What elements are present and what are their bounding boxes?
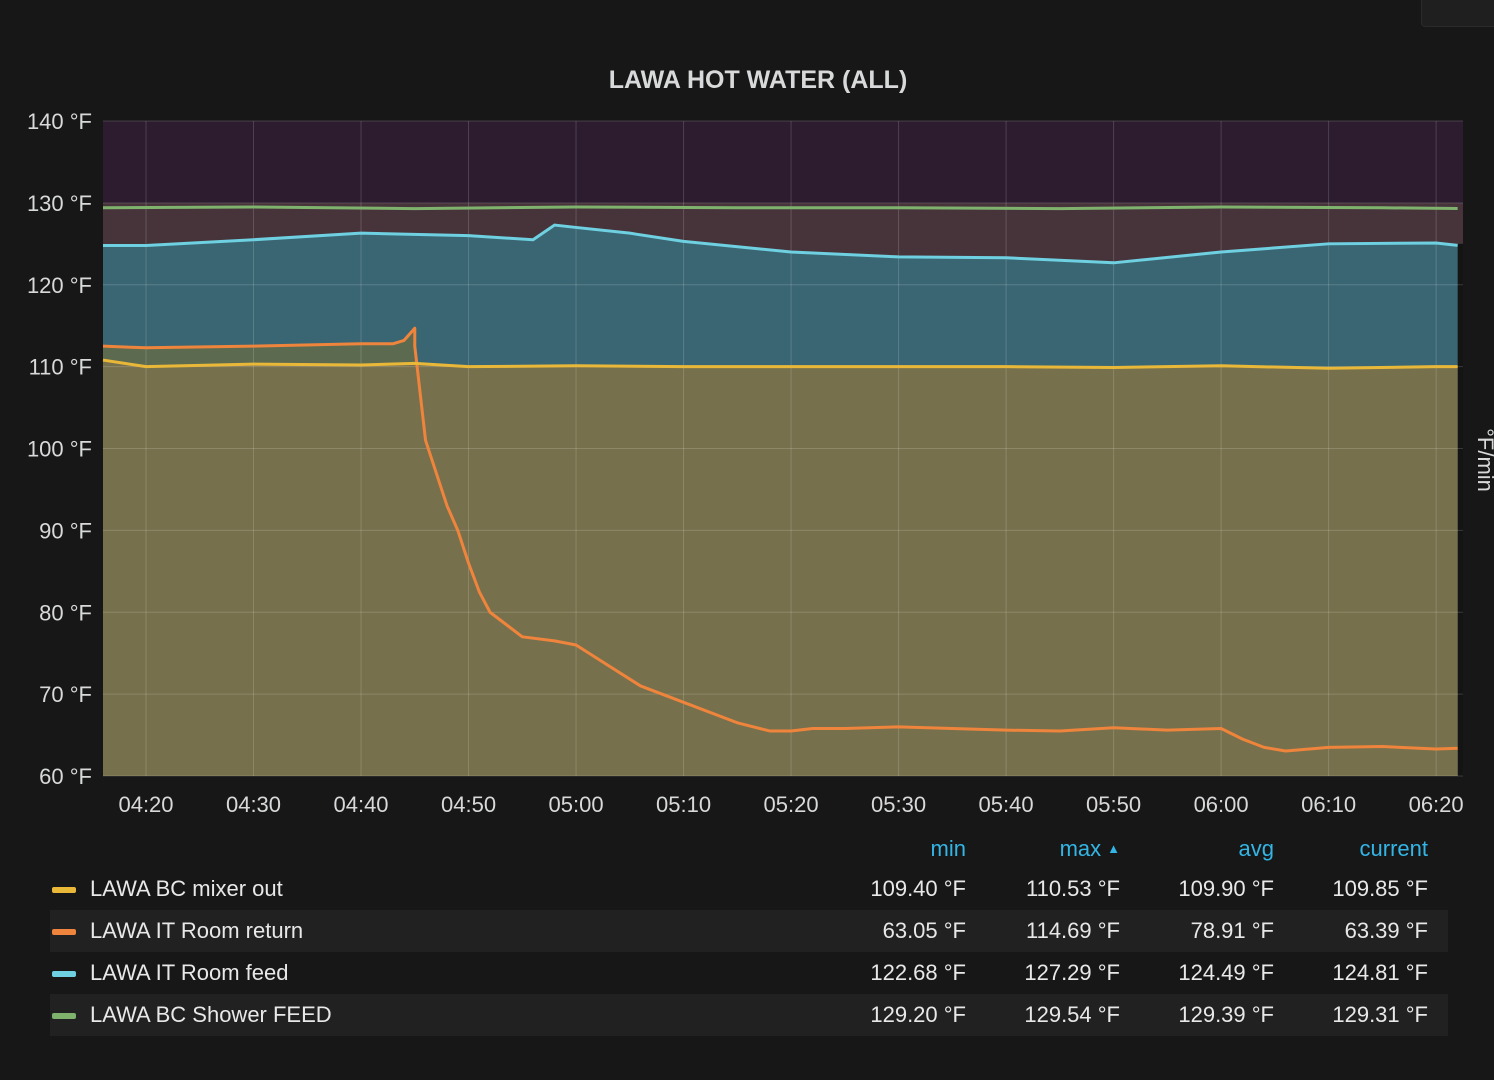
x-tick-label: 04:20	[118, 792, 173, 817]
series-name[interactable]: LAWA IT Room return	[90, 918, 304, 943]
series-color-swatch[interactable]	[52, 929, 76, 935]
series-current-value: 129.31 °F	[1332, 1002, 1428, 1027]
legend-header-min[interactable]: min	[930, 836, 966, 861]
series-avg-value: 124.49 °F	[1178, 960, 1274, 985]
legend-table: min max ▲ avg current LAWA BC mixer out 1…	[50, 832, 1448, 1036]
x-tick-label: 06:20	[1409, 792, 1464, 817]
series-line-1[interactable]	[102, 358, 1458, 370]
time-series-chart[interactable]: 140 °F 130 °F 120 °F 110 °F 100 °F 90 °F 80 °F…	[0, 100, 1494, 830]
y-tick-label: 140 °F	[27, 109, 92, 134]
x-tick-label: 05:10	[656, 792, 711, 817]
y-tick-label: 80 °F	[39, 600, 92, 625]
x-tick-label: 05:30	[871, 792, 926, 817]
series-avg-value: 129.39 °F	[1178, 1002, 1274, 1027]
x-tick-label: 06:00	[1194, 792, 1249, 817]
legend-header-current[interactable]: current	[1359, 836, 1428, 861]
x-tick-label: 05:00	[549, 792, 604, 817]
y-tick-label: 60 °F	[39, 764, 92, 789]
series-current-value: 63.39 °F	[1344, 918, 1428, 943]
series-avg-value: 109.90 °F	[1178, 876, 1274, 901]
y-tick-label: 120 °F	[27, 273, 92, 298]
series-min-value: 63.05 °F	[882, 918, 966, 943]
series-color-swatch[interactable]	[52, 887, 76, 893]
legend-row[interactable]: LAWA IT Room feed 122.68 °F 127.29 °F 12…	[50, 952, 1448, 994]
y-tick-label: 100 °F	[27, 437, 92, 462]
series-name[interactable]: LAWA BC Shower FEED	[90, 1002, 332, 1027]
series-line-4[interactable]	[102, 205, 1458, 211]
x-tick-label: 05:50	[1086, 792, 1141, 817]
y-tick-label: 90 °F	[39, 518, 92, 543]
series-max-value: 127.29 °F	[1024, 960, 1120, 985]
series-line-3[interactable]	[103, 223, 1458, 265]
series-max-value: 110.53 °F	[1025, 876, 1120, 901]
x-tick-label: 04:30	[226, 792, 281, 817]
legend-row[interactable]: LAWA IT Room return 63.05 °F 114.69 °F 7…	[50, 910, 1448, 952]
x-tick-label: 05:20	[764, 792, 819, 817]
series-line-2[interactable]	[102, 326, 1458, 753]
legend-row[interactable]: LAWA BC Shower FEED 129.20 °F 129.54 °F …	[50, 994, 1448, 1036]
sort-ascending-icon: ▲	[1107, 841, 1120, 856]
y-tick-label: 70 °F	[39, 682, 92, 707]
series-avg-value: 78.91 °F	[1190, 918, 1274, 943]
y-tick-label: 130 °F	[27, 191, 92, 216]
x-tick-label: 06:10	[1301, 792, 1356, 817]
series-current-value: 124.81 °F	[1332, 960, 1428, 985]
x-tick-label: 05:40	[979, 792, 1034, 817]
x-tick-label: 04:50	[441, 792, 496, 817]
legend-header-max-label: max	[1059, 836, 1102, 861]
legend-row[interactable]: LAWA BC mixer out 109.40 °F 110.53 °F 10…	[50, 868, 1448, 910]
panel-title[interactable]: LAWA HOT WATER (ALL)	[608, 66, 908, 94]
legend-header-max[interactable]: max ▲	[980, 836, 1120, 862]
series-max-value: 129.54 °F	[1024, 1002, 1120, 1027]
series-color-swatch[interactable]	[52, 1013, 76, 1019]
series-current-value: 109.85 °F	[1332, 876, 1428, 901]
legend-header-avg[interactable]: avg	[1238, 836, 1274, 861]
x-tick-label: 04:40	[333, 792, 388, 817]
series-color-swatch[interactable]	[52, 971, 76, 977]
right-axis-label: °F/min	[1473, 428, 1494, 492]
legend-header: min max ▲ avg current	[50, 832, 1448, 868]
series-area-1	[103, 360, 1458, 776]
series-max-value: 114.69 °F	[1025, 918, 1120, 943]
series-name[interactable]: LAWA BC mixer out	[90, 876, 283, 901]
series-min-value: 109.40 °F	[870, 876, 966, 901]
panel-menu-button[interactable]	[1421, 0, 1494, 27]
series-name[interactable]: LAWA IT Room feed	[90, 960, 289, 985]
y-tick-label: 110 °F	[29, 355, 92, 380]
series-min-value: 122.68 °F	[870, 960, 966, 985]
threshold-band	[103, 121, 1463, 203]
series-min-value: 129.20 °F	[870, 1002, 966, 1027]
